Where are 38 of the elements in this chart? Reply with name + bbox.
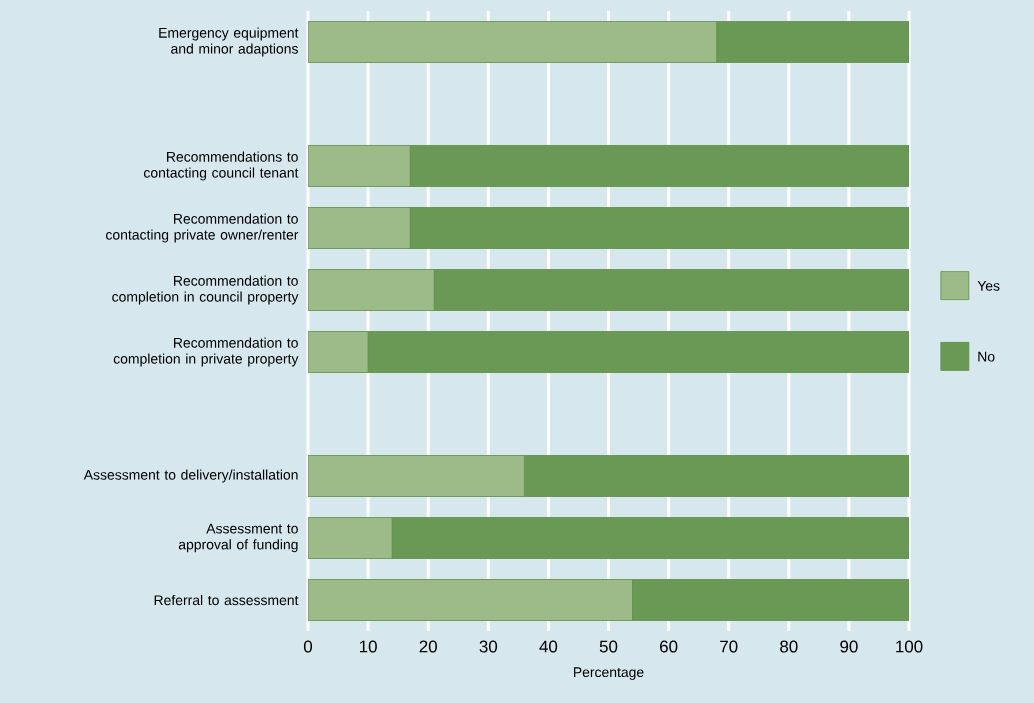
legend-label: Yes [977,281,1000,291]
y-tick-label: Referral to assessment [154,594,299,606]
bar [308,331,369,373]
x-axis-title: Percentage [573,667,644,680]
bar [409,145,910,187]
bar [308,145,411,187]
bar [409,207,910,249]
bar [308,579,633,621]
bar [632,579,910,621]
bar [716,21,910,63]
y-tick-label: Recommendation to completion in council property [112,275,299,305]
x-tick-label: 40 [539,640,558,653]
bar [308,207,411,249]
y-tick-label: Recommendation to completion in private property [113,337,299,367]
bar [523,455,910,497]
x-tick-label: 100 [896,640,923,653]
bar [391,517,910,559]
bar [433,269,910,311]
x-tick-label: 0 [303,640,313,653]
bar [367,331,910,373]
y-tick-label: Emergency equipment and minor adaptions [159,27,299,57]
x-tick-label: 20 [419,640,437,653]
bar [308,517,393,559]
x-tick-label: 90 [840,640,858,653]
bar [308,269,435,311]
x-tick-label: 50 [599,640,618,653]
bar [308,21,718,63]
x-tick-label: 80 [780,640,798,653]
y-tick-label: Assessment to delivery/installation [83,469,298,483]
legend-label: No [978,351,995,362]
y-tick-label: Recommendations to contacting council tenant [144,151,299,181]
x-tick-label: 60 [660,640,678,653]
bar [308,455,525,497]
x-tick-label: 70 [720,640,738,653]
x-tick-label: 10 [359,640,377,653]
y-tick-label: Assessment to approval of funding [178,523,298,553]
x-tick-label: 30 [479,640,498,653]
y-tick-label: Recommendation to contacting private owner/renter [106,213,299,243]
